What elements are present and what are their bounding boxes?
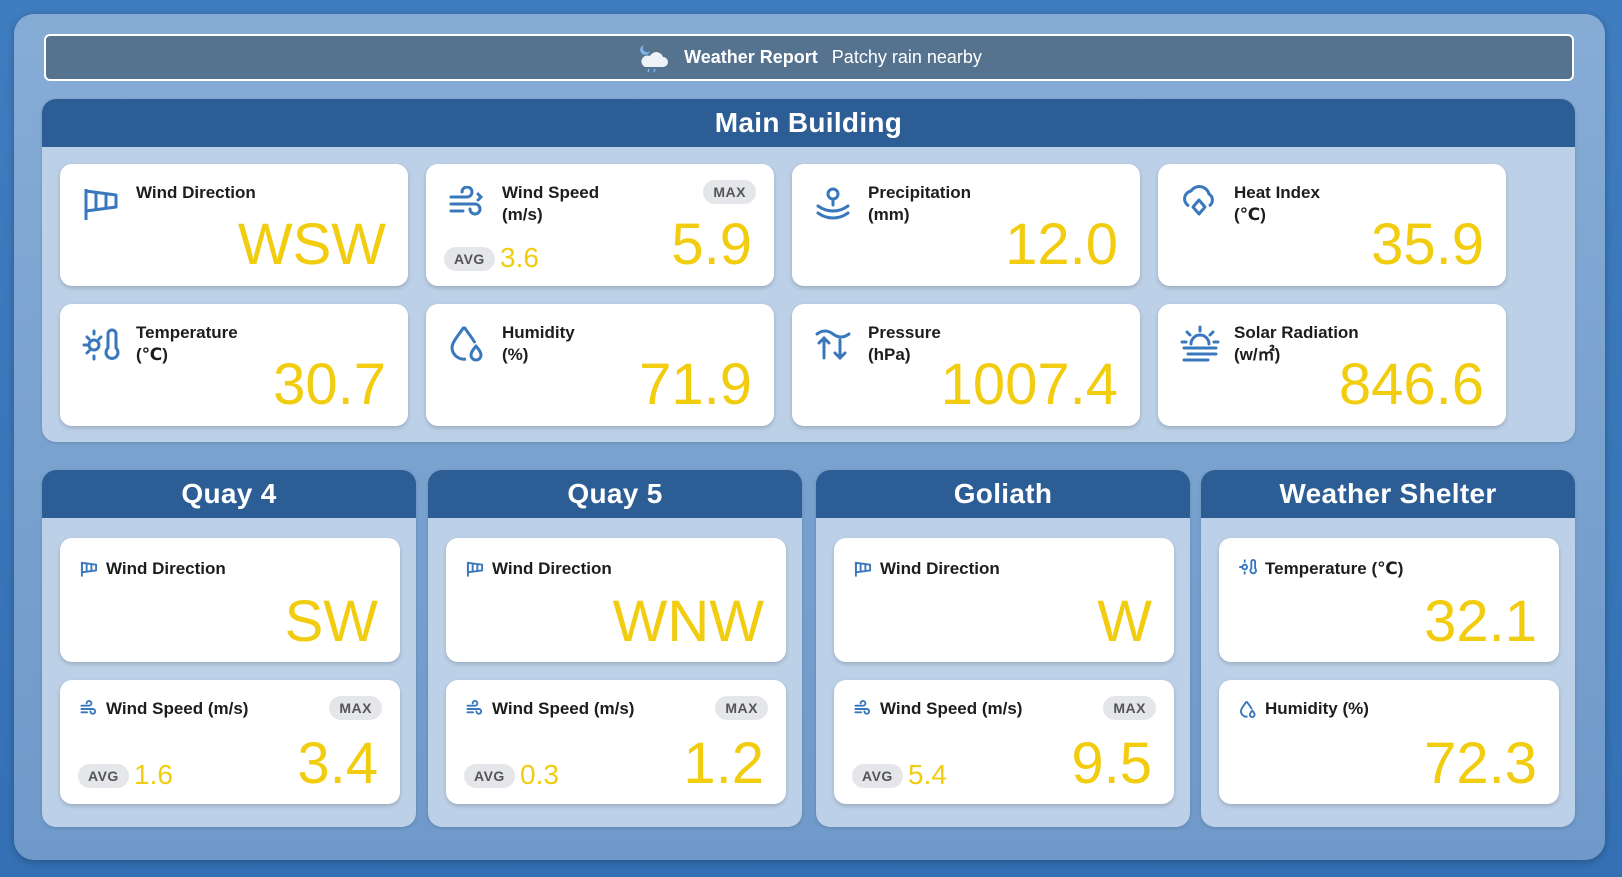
label: Heat Index (℃) <box>1234 183 1320 224</box>
humidity-icon <box>1239 700 1257 718</box>
card-wind-speed: Wind Speed (m/s) MAX AVG 5.4 9.5 <box>834 680 1174 804</box>
solar-radiation-value: 846.6 <box>1338 352 1484 417</box>
weather-condition: Patchy rain nearby <box>831 47 982 67</box>
panel-title: Quay 4 <box>42 470 416 518</box>
card-humidity: Humidity (%) 72.3 <box>1219 680 1559 804</box>
card-wind-direction: Wind Direction WNW <box>446 538 786 662</box>
windsock-icon <box>80 560 98 578</box>
solar-icon <box>1180 324 1220 362</box>
label: Wind Speed (m/s) <box>492 699 635 718</box>
max-badge: MAX <box>1103 696 1156 720</box>
panel-title: Main Building <box>42 99 1575 147</box>
panel-main-building: Main Building Wind Direction WSW Wind Sp… <box>42 99 1575 442</box>
card-wind-speed: Wind Speed (m/s) MAX AVG 3.6 5.9 <box>426 164 774 286</box>
card-temperature: Temperature (℃) 32.1 <box>1219 538 1559 662</box>
card-precipitation: Precipitation (mm) 12.0 <box>792 164 1140 286</box>
wind-speed-value: 3.4 <box>297 731 378 796</box>
windsock-icon <box>82 186 120 222</box>
panel-weather-shelter: Weather Shelter Temperature (℃) 32.1 Hum… <box>1201 470 1575 827</box>
wind-icon <box>448 186 486 222</box>
avg-value: 3.6 <box>500 242 539 273</box>
wind-icon <box>854 700 872 718</box>
label: Pressure (hPa) <box>868 323 941 364</box>
panel-title: Quay 5 <box>428 470 802 518</box>
label: Wind Direction <box>106 559 226 578</box>
label: Wind Direction <box>880 559 1000 578</box>
temperature-value: 30.7 <box>273 352 386 417</box>
card-wind-direction: Wind Direction SW <box>60 538 400 662</box>
avg-value: 0.3 <box>520 759 559 790</box>
wind-direction-value: SW <box>284 589 378 654</box>
max-badge: MAX <box>329 696 382 720</box>
panel-goliath: Goliath Wind Direction W Wind Speed (m/s… <box>816 470 1190 827</box>
card-wind-direction: Wind Direction WSW <box>60 164 408 286</box>
windsock-icon <box>466 560 484 578</box>
max-badge: MAX <box>715 696 768 720</box>
wind-direction-value: WSW <box>237 212 386 277</box>
panel-quay-5: Quay 5 Wind Direction WNW Wind Speed (m/… <box>428 470 802 827</box>
panel-quay-4: Quay 4 Wind Direction SW Wind Speed (m/s… <box>42 470 416 827</box>
temperature-icon <box>82 326 120 364</box>
report-title: Weather Report <box>684 47 818 67</box>
panel-title: Goliath <box>816 470 1190 518</box>
max-badge: MAX <box>703 180 756 204</box>
card-wind-speed: Wind Speed (m/s) MAX AVG 0.3 1.2 <box>446 680 786 804</box>
heat-index-value: 35.9 <box>1371 212 1484 277</box>
avg-badge: AVG <box>852 764 903 788</box>
wind-icon <box>80 700 98 718</box>
card-wind-speed: Wind Speed (m/s) MAX AVG 1.6 3.4 <box>60 680 400 804</box>
avg-value: 5.4 <box>908 759 947 790</box>
temperature-value: 32.1 <box>1424 589 1537 654</box>
humidity-icon <box>448 324 486 362</box>
label: Wind Speed (m/s) <box>880 699 1023 718</box>
wind-speed-value: 5.9 <box>671 212 752 277</box>
avg-badge: AVG <box>444 247 495 271</box>
label: Temperature (℃) <box>1265 559 1404 578</box>
label: Precipitation (mm) <box>868 183 971 224</box>
card-solar-radiation: Solar Radiation (w/㎡) 846.6 <box>1158 304 1506 426</box>
wind-speed-value: 1.2 <box>683 731 764 796</box>
label: Wind Speed (m/s) <box>502 183 600 224</box>
weather-cloud-moon-icon <box>636 43 670 73</box>
wind-direction-value: WNW <box>612 589 764 654</box>
temperature-icon <box>1239 558 1257 576</box>
wind-direction-value: W <box>1097 589 1152 654</box>
card-wind-direction: Wind Direction W <box>834 538 1174 662</box>
label: Humidity (%) <box>1265 699 1369 718</box>
avg-value: 1.6 <box>134 759 173 790</box>
avg-badge: AVG <box>464 764 515 788</box>
wind-icon <box>466 700 484 718</box>
windsock-icon <box>854 560 872 578</box>
weather-report-bar: Weather Report Patchy rain nearby <box>44 34 1574 81</box>
precipitation-value: 12.0 <box>1005 212 1118 277</box>
heat-index-icon <box>1180 184 1218 222</box>
card-heat-index: Heat Index (℃) 35.9 <box>1158 164 1506 286</box>
humidity-value: 71.9 <box>639 352 752 417</box>
wind-speed-value: 9.5 <box>1071 731 1152 796</box>
label: Solar Radiation (w/㎡) <box>1234 323 1359 364</box>
label: Humidity (%) <box>502 323 575 364</box>
precipitation-icon <box>814 184 852 222</box>
card-humidity: Humidity (%) 71.9 <box>426 304 774 426</box>
label: Wind Direction <box>492 559 612 578</box>
label: Temperature (℃) <box>136 323 238 364</box>
pressure-value: 1007.4 <box>940 352 1118 417</box>
label: Wind Direction <box>136 183 256 202</box>
pressure-icon <box>814 324 852 362</box>
humidity-value: 72.3 <box>1424 731 1537 796</box>
avg-badge: AVG <box>78 764 129 788</box>
label: Wind Speed (m/s) <box>106 699 249 718</box>
card-pressure: Pressure (hPa) 1007.4 <box>792 304 1140 426</box>
card-temperature: Temperature (℃) 30.7 <box>60 304 408 426</box>
panel-title: Weather Shelter <box>1201 470 1575 518</box>
